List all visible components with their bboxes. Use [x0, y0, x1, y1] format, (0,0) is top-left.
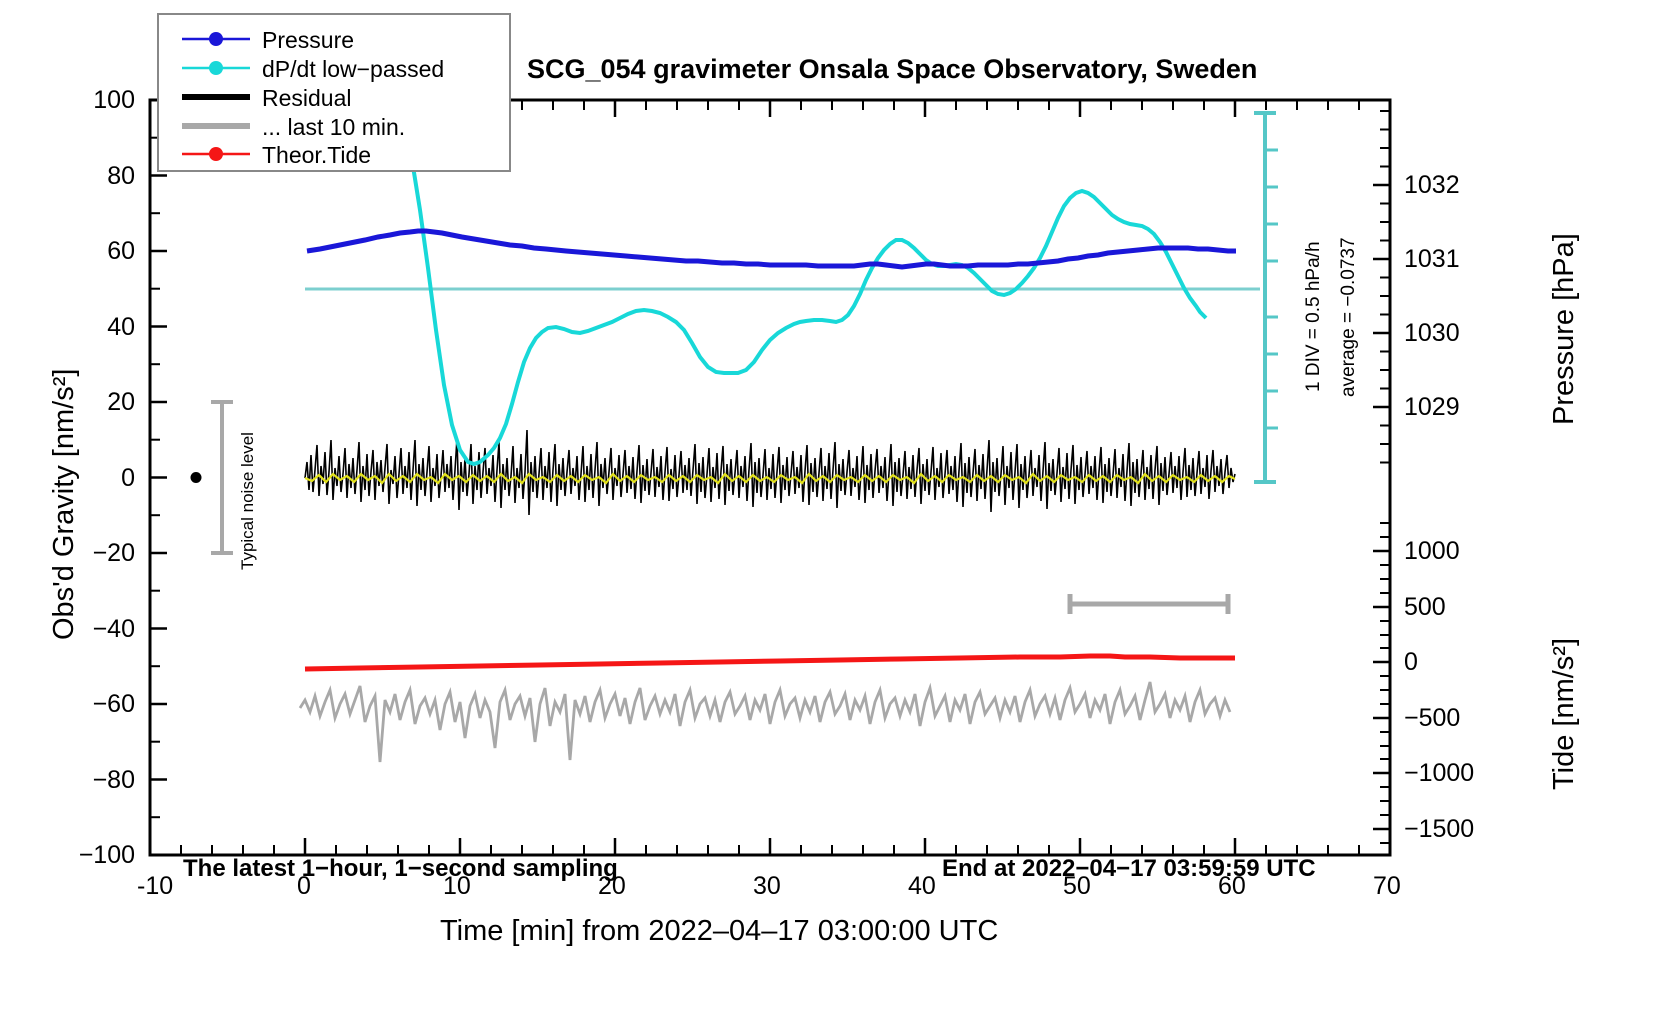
- legend-swatch-tide: [182, 147, 250, 161]
- y-left-tick-3: 40: [107, 313, 135, 341]
- typical-noise-label: Typical noise level: [238, 432, 257, 570]
- y-left-tick-10: −100: [78, 841, 135, 869]
- y-left-tick-9: −80: [92, 766, 135, 794]
- y-right-pressure-tick-3: 1029: [1404, 393, 1460, 421]
- y-left-tick-2: 60: [107, 237, 135, 265]
- last10-trace: [298, 681, 1232, 763]
- legend-label-dpdt: dP/dt low−passed: [262, 56, 445, 82]
- x-tick-label-4: 30: [753, 872, 781, 900]
- x-axis-title: Time [min] from 2022–04–17 03:00:00 UTC: [440, 915, 999, 947]
- y-axis-right-ticks: [1373, 110, 1390, 844]
- y-right-tide-tick-2: 0: [1404, 648, 1418, 676]
- x-tick-label-1: 0: [297, 872, 311, 900]
- x-tick-label-2: 10: [443, 872, 471, 900]
- y-axis-right-pressure-title: Pressure [hPa]: [1548, 233, 1580, 425]
- legend-swatch-pressure: [182, 32, 250, 46]
- legend-label-pressure: Pressure: [262, 27, 355, 53]
- y-left-tick-7: −40: [92, 615, 135, 643]
- legend-label-last10: ... last 10 min.: [262, 114, 406, 140]
- residual-trace: [304, 429, 1236, 516]
- bottom-left-annotation: The latest 1−hour, 1−second sampling: [183, 855, 618, 882]
- x-tick-label-3: 20: [598, 872, 626, 900]
- y-right-pressure-tick-2: 1030: [1404, 319, 1460, 347]
- y-left-tick-0: 100: [93, 86, 135, 114]
- y-left-tick-1: 80: [107, 162, 135, 190]
- y-right-tide-tick-4: −1000: [1404, 759, 1475, 787]
- x-tick-label-5: 40: [908, 872, 936, 900]
- y-left-tick-5: 0: [121, 464, 135, 492]
- dpdt-scale-bar: [1254, 111, 1278, 484]
- x-tick-label-7: 60: [1218, 872, 1246, 900]
- y-axis-left-ticks: [150, 98, 167, 857]
- residual-yellow-overlay: [304, 472, 1236, 485]
- y-left-tick-4: 20: [107, 388, 135, 416]
- y-right-pressure-tick-0: 1032: [1404, 171, 1460, 199]
- noise-center-dot: [190, 472, 202, 483]
- y-left-tick-6: −20: [92, 539, 135, 567]
- y-axis-right-tide-title: Tide [nm/s²]: [1548, 637, 1580, 790]
- y-right-tide-tick-0: 1000: [1404, 537, 1460, 565]
- chart-title: SCG_054 gravimeter Onsala Space Observat…: [527, 54, 1258, 84]
- dpdt-average-label: average = −0.0737: [1338, 237, 1359, 397]
- y-right-tide-tick-5: −1500: [1404, 815, 1475, 843]
- last10-span-bar: [1067, 594, 1231, 614]
- legend-label-residual: Residual: [262, 85, 352, 111]
- dpdt-trace: [399, 99, 1208, 467]
- dpdt-scale-label: 1 DIV = 0.5 hPa/h: [1303, 241, 1324, 392]
- legend-box: [157, 13, 511, 172]
- y-left-tick-8: −60: [92, 690, 135, 718]
- pressure-trace: [306, 228, 1236, 270]
- x-tick-label-0: -10: [137, 872, 174, 900]
- legend-swatch-dpdt: [182, 61, 250, 75]
- y-axis-left-title: Obs'd Gravity [nm/s²]: [48, 368, 80, 640]
- y-right-tide-tick-1: 500: [1404, 593, 1446, 621]
- y-right-tide-tick-3: −500: [1404, 704, 1461, 732]
- legend-label-tide: Theor.Tide: [262, 142, 372, 168]
- x-tick-label-6: 50: [1063, 872, 1091, 900]
- x-tick-label-8: 70: [1373, 872, 1401, 900]
- tide-trace: [304, 653, 1235, 672]
- typical-noise-bar: [211, 400, 233, 555]
- y-right-pressure-tick-1: 1031: [1404, 245, 1460, 273]
- bottom-right-annotation: End at 2022−04−17 03:59:59 UTC: [942, 855, 1316, 882]
